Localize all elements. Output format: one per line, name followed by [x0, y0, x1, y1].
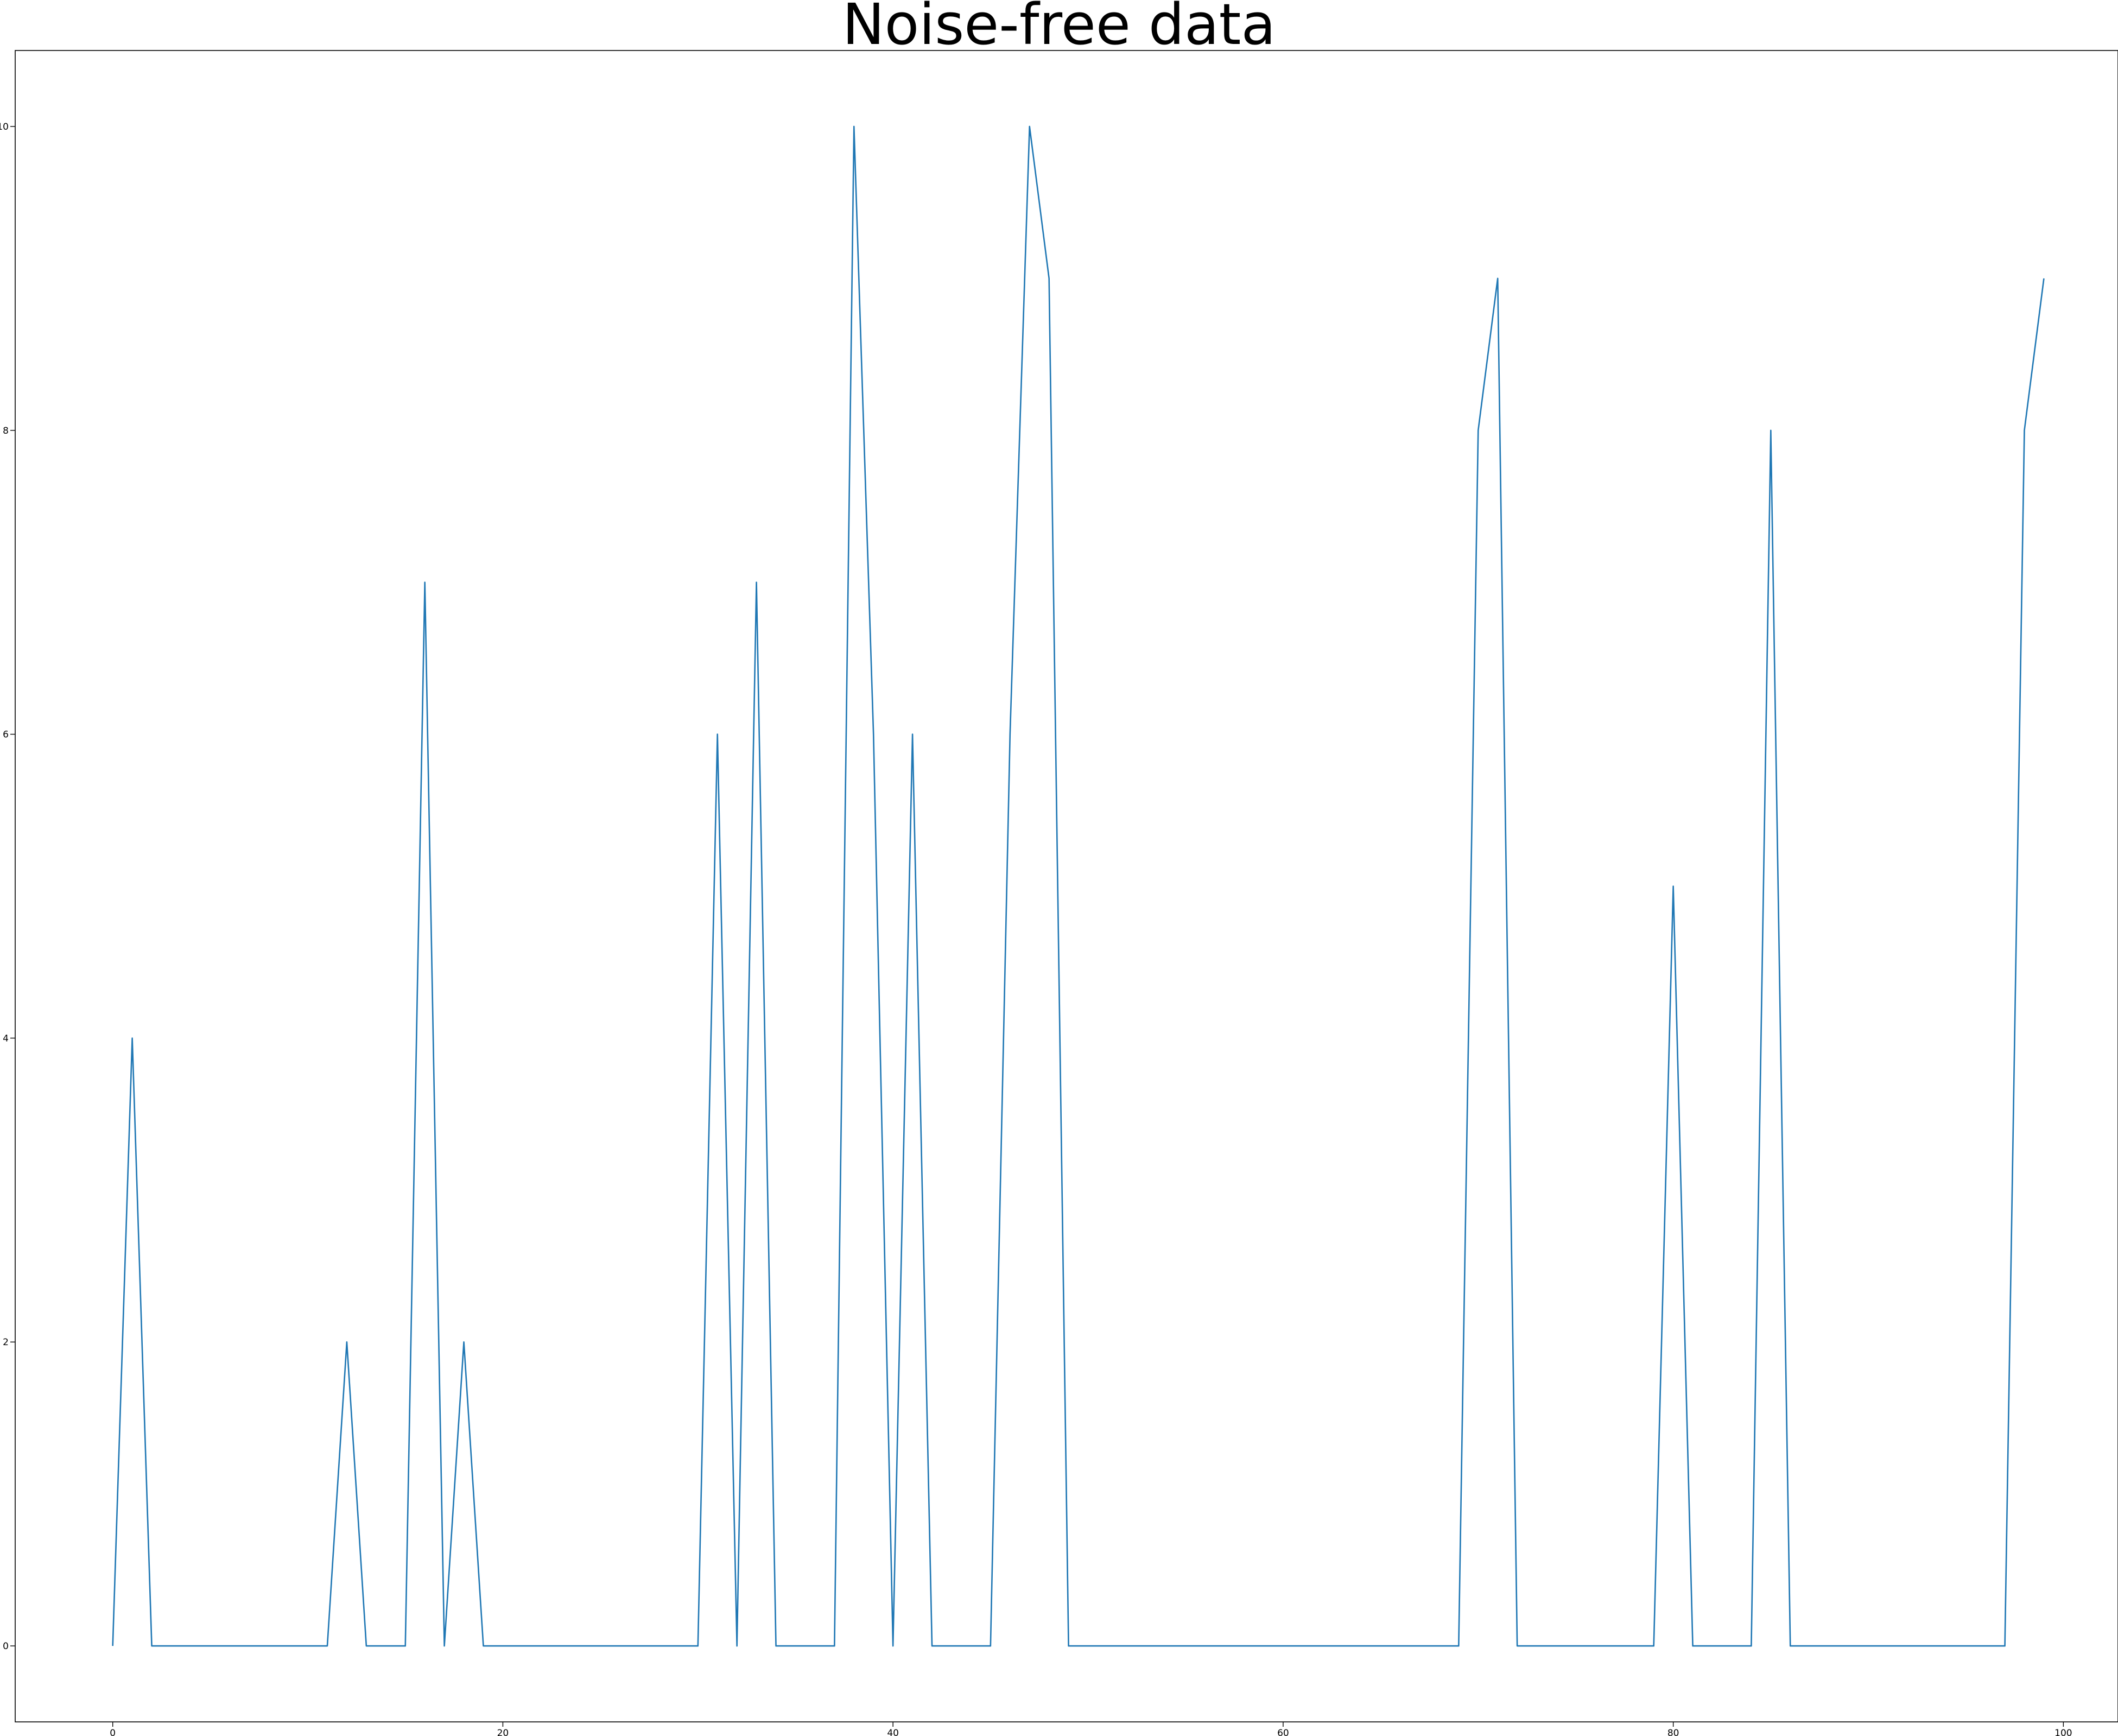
y-tick-label: 4 — [3, 1033, 9, 1044]
x-tick-label: 80 — [1667, 1728, 1679, 1736]
x-tick-label: 20 — [497, 1728, 509, 1736]
series-line — [112, 125, 2045, 1647]
y-tick-label: 10 — [0, 122, 9, 132]
x-tick-label: 0 — [110, 1728, 116, 1736]
plot-frame — [15, 50, 2118, 1722]
series-layer — [112, 125, 2045, 1647]
tick-layer: 0 20 40 60 80 100 0 2 4 6 8 10 — [0, 122, 2072, 1736]
x-tick-label: 100 — [2054, 1728, 2072, 1736]
x-tick-label: 40 — [887, 1728, 899, 1736]
y-tick-label: 8 — [3, 426, 9, 436]
x-tick-label: 60 — [1277, 1728, 1289, 1736]
y-tick-label: 0 — [3, 1641, 9, 1652]
y-tick-label: 2 — [3, 1337, 9, 1348]
chart-title: Noise-free data — [842, 0, 1276, 58]
y-tick-label: 6 — [3, 730, 9, 740]
